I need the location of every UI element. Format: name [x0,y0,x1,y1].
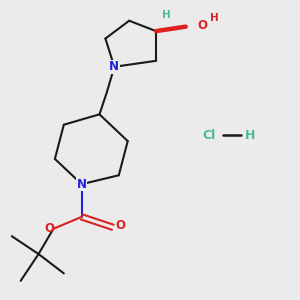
Text: Cl: Cl [203,129,216,142]
Text: H: H [244,129,255,142]
Text: N: N [109,60,119,73]
Text: O: O [44,222,54,235]
Text: O: O [115,219,125,232]
Text: H: H [162,10,171,20]
Text: N: N [76,178,87,191]
Text: H: H [209,13,218,23]
Text: O: O [197,19,207,32]
